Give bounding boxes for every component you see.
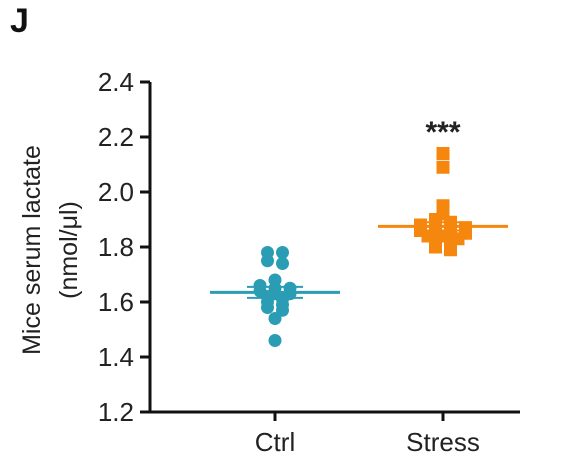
panel-label: J — [10, 2, 29, 40]
x-tick-label: Stress — [406, 427, 480, 457]
y-tick-label: 2.0 — [98, 177, 134, 207]
stress-data-point — [436, 160, 450, 174]
stress-data-point — [429, 240, 442, 254]
ctrl-data-point — [261, 254, 274, 268]
x-tick-label: Ctrl — [255, 427, 295, 457]
data-points — [253, 147, 472, 347]
annotations: *** — [425, 116, 460, 149]
mean-sem-lines — [210, 221, 508, 299]
y-tick-label: 1.2 — [98, 397, 134, 427]
x-axis: Ctrl Stress — [150, 410, 520, 457]
ctrl-data-point — [276, 257, 289, 270]
ctrl-data-point — [268, 334, 282, 347]
y-tick-label: 2.2 — [98, 122, 134, 152]
y-axis-label: Mice serum lactate — [18, 145, 46, 355]
ctrl-data-point — [261, 301, 274, 314]
stress-data-point — [444, 243, 457, 257]
y-tick-label: 1.6 — [98, 287, 134, 317]
y-axis-unit-label: (nmol/μl) — [55, 201, 83, 299]
ctrl-data-point — [276, 246, 289, 259]
significance-stars: *** — [425, 116, 460, 149]
y-tick-label: 1.4 — [98, 342, 134, 372]
ctrl-data-point — [276, 303, 289, 317]
stress-data-point — [436, 147, 450, 160]
ctrl-data-point — [268, 312, 282, 325]
y-axis: 1.2 1.4 1.6 1.8 2.0 2.2 2.4 — [98, 67, 152, 427]
y-tick-label: 2.4 — [98, 67, 134, 97]
y-tick-label: 1.8 — [98, 232, 134, 262]
